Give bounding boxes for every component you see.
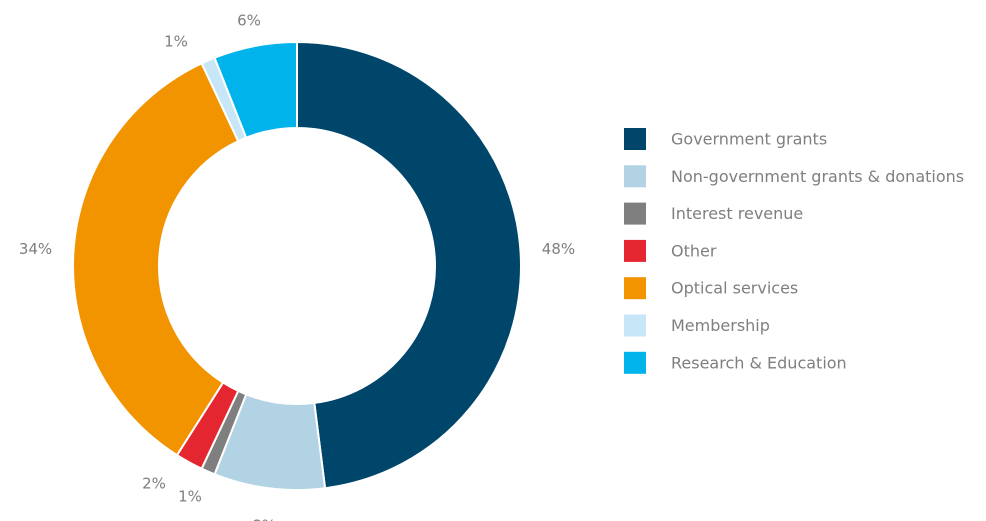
slice-government-grants bbox=[296, 40, 522, 490]
slice-research-and-education bbox=[213, 40, 298, 139]
legend-swatch-research-and-education bbox=[624, 351, 646, 374]
legend-label-other: Other bbox=[671, 241, 717, 260]
slice-label-membership: 1% bbox=[164, 33, 188, 51]
legend-swatch-interest-revenue bbox=[624, 202, 646, 225]
legend-label-membership: Membership bbox=[671, 316, 770, 335]
slice-label-interest-revenue: 1% bbox=[178, 488, 202, 506]
slice-optical-services bbox=[72, 61, 240, 457]
legend-label-non-government-grants-and-donations: Non-government grants & donations bbox=[671, 167, 964, 186]
legend-swatch-non-government-grants-and-donations bbox=[624, 165, 646, 188]
legend-label-research-and-education: Research & Education bbox=[671, 353, 847, 372]
legend-label-government-grants: Government grants bbox=[671, 130, 827, 149]
legend-swatch-membership bbox=[624, 314, 646, 337]
slice-label-optical-services: 34% bbox=[19, 240, 52, 258]
legend-swatch-government-grants bbox=[624, 128, 646, 150]
legend-swatch-other bbox=[624, 239, 646, 262]
slice-label-research-and-education: 6% bbox=[237, 12, 261, 30]
slice-label-non-government-grants-and-donations: 8% bbox=[252, 516, 276, 521]
slice-label-other: 2% bbox=[142, 475, 166, 493]
legend-swatch-optical-services bbox=[624, 277, 646, 300]
slice-labels: 48% 8% 1% 2% 34% 1% 6% bbox=[19, 12, 575, 521]
donut-slices bbox=[72, 40, 522, 491]
legend-label-interest-revenue: Interest revenue bbox=[671, 204, 803, 223]
legend-label-optical-services: Optical services bbox=[671, 279, 798, 298]
legend: Government grants Non-government grants &… bbox=[624, 128, 964, 374]
slice-label-government-grants: 48% bbox=[542, 240, 575, 258]
